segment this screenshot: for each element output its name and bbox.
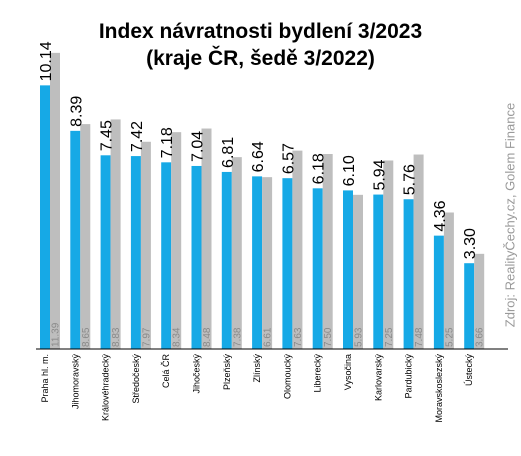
value-label-previous: 8.34 [172,327,183,347]
value-label-current: 7.18 [159,127,176,158]
category-tick-label: Celá ČR [161,354,171,389]
category-tick-label: Praha hl. m. [40,354,50,403]
value-label-current: 6.81 [220,137,237,168]
bar-previous [110,119,121,349]
bar-previous [171,132,182,349]
value-label-previous: 5.93 [354,327,365,347]
value-label-previous: 8.48 [202,327,213,347]
bar-previous [474,253,485,349]
value-label-previous: 5.25 [444,327,455,347]
value-label-current: 8.39 [68,96,85,127]
value-label-previous: 7.48 [414,327,425,347]
bar-previous [262,177,273,349]
bar-current [343,190,353,349]
category-tick-label: Vysočina [343,354,353,390]
bar-previous [383,160,394,349]
bar-current [282,178,293,349]
value-label-previous: 3.66 [475,327,486,347]
category-tick-label: Středočeský [131,354,141,404]
bar-current [312,188,323,349]
value-label-current: 6.57 [280,143,297,174]
bar-current [40,85,50,350]
bar-current [433,235,444,349]
value-label-current: 6.18 [311,153,328,184]
category-tick-label: Jihočeský [192,354,202,394]
bar-current [70,130,81,349]
bar-current [464,263,475,349]
bar-previous [353,194,363,349]
bar-previous [231,157,242,349]
category-tick-label: Liberecký [313,354,323,393]
category-tick-label: Olomoucký [282,354,292,400]
chart-subtitle: (kraje ČR, šedě 3/2022) [146,47,375,70]
chart-title-block: Index návratnosti bydlení 3/2023 (kraje … [0,18,521,72]
bar-previous [80,124,91,349]
value-label-current: 6.10 [341,155,358,186]
bar-current [100,155,111,349]
value-label-previous: 6.61 [263,327,274,347]
category-tick-label: Královéhradecký [101,354,111,422]
bar-previous [50,52,60,350]
value-label-current: 10.14 [38,41,55,81]
value-label-previous: 7.50 [323,327,334,347]
bar-previous [443,212,454,349]
bar-current [221,171,232,349]
bar-current [252,176,263,349]
bar-previous [413,154,424,349]
category-tick-label: Plzeňský [222,354,232,391]
category-tick-label: Karlovarský [373,354,383,402]
category-tick-label: Jihomoravský [70,354,80,410]
bar-current [130,156,141,349]
value-label-current: 5.76 [402,164,419,195]
bar-previous [201,128,212,349]
category-tick-label: Moravskoslezský [434,354,444,423]
value-label-previous: 7.97 [141,327,152,347]
bar-previous [322,154,333,349]
bar-current [161,162,172,349]
bar-previous [140,141,151,349]
value-label-previous: 8.65 [81,327,92,347]
bar-current [191,165,202,349]
bar-previous [292,150,303,349]
value-label-previous: 11.39 [51,322,62,347]
value-label-current: 5.94 [371,159,388,190]
bar-current [373,194,384,349]
value-label-current: 3.30 [462,228,479,259]
chart-title: Index návratnosti bydlení 3/2023 [98,20,423,43]
bar-current [403,199,414,349]
value-label-previous: 7.38 [232,327,243,347]
category-tick-label: Zlínský [252,354,262,383]
value-label-previous: 7.63 [293,327,304,347]
value-label-current: 4.36 [432,200,449,231]
value-label-previous: 7.25 [384,327,395,347]
value-label-current: 6.64 [250,141,267,172]
value-label-previous: 8.83 [111,327,122,347]
value-label-current: 7.42 [129,121,146,152]
value-label-current: 7.45 [99,120,116,151]
category-tick-label: Pardubický [404,354,414,399]
source-note: Zdroj: RealityČechy.cz, Golem Finance [502,102,518,328]
value-label-current: 7.04 [190,131,207,162]
category-tick-label: Ústecký [464,354,474,387]
